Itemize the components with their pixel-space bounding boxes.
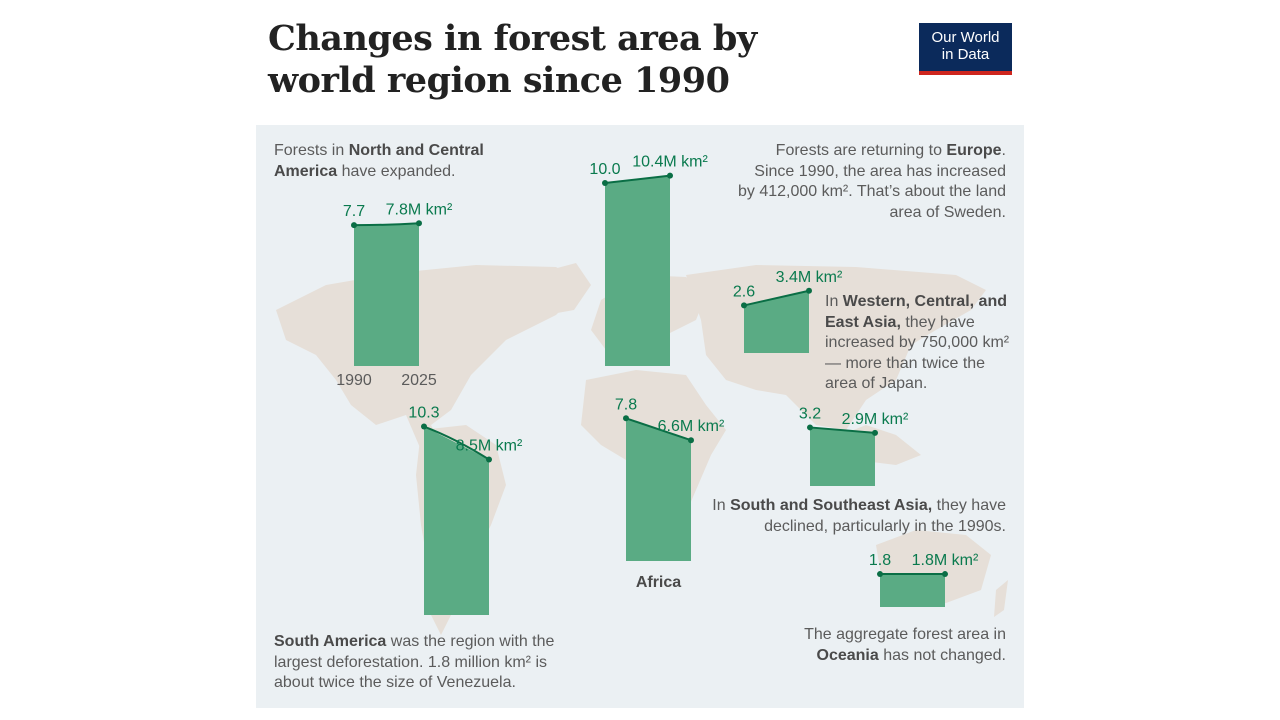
annotation-north-america: Forests in North and Central America hav… (274, 142, 484, 180)
end-point (942, 571, 948, 578)
end-point (688, 437, 694, 444)
x-label-end: 2025 (401, 372, 437, 389)
end-point (667, 172, 673, 179)
end-value-label: 1.8M km² (912, 552, 979, 569)
start-point (807, 424, 813, 431)
trend-line (625, 417, 692, 442)
end-value-label: 8.5M km² (456, 437, 523, 454)
end-point (872, 429, 878, 436)
region-label: Africa (636, 574, 681, 591)
logo-line-1: Our World (931, 29, 1000, 46)
annotation-oceania: The aggregate forest area in Oceania has… (804, 626, 1006, 664)
start-value-label: 7.8 (615, 396, 637, 413)
trend-line (423, 425, 490, 461)
forest-area-bar (605, 175, 670, 366)
forest-area-bar (880, 574, 945, 607)
start-point (421, 423, 427, 430)
forest-area-bar (744, 290, 809, 353)
start-value-label: 7.7 (343, 203, 365, 220)
end-value-label: 3.4M km² (776, 269, 843, 286)
forest-area-bar (626, 418, 691, 561)
start-value-label: 2.6 (733, 283, 755, 300)
annotation-south-asia: In South and Southeast Asia, they have d… (712, 497, 1006, 535)
trend-line (353, 222, 420, 227)
map-greenland (531, 263, 591, 315)
end-point (486, 456, 492, 463)
forest-area-bar (354, 223, 419, 366)
start-value-label: 10.3 (408, 405, 439, 422)
start-value-label: 3.2 (799, 405, 821, 422)
end-value-label: 10.4M km² (632, 154, 708, 171)
forest-area-bar (424, 426, 489, 615)
end-value-label: 7.8M km² (386, 201, 453, 218)
map-new-zealand (994, 580, 1008, 617)
end-point (806, 287, 812, 294)
annotation-europe: Forests are returning to Europe. Since 1… (737, 142, 1006, 221)
x-label-start: 1990 (336, 372, 372, 389)
start-point (351, 222, 357, 229)
map-north-america (276, 265, 586, 425)
forest-area-bar (810, 427, 875, 486)
start-point (741, 302, 747, 309)
end-value-label: 2.9M km² (842, 411, 909, 428)
trend-line (743, 289, 810, 307)
start-value-label: 1.8 (869, 552, 891, 569)
start-value-label: 10.0 (589, 161, 620, 178)
end-value-label: 6.6M km² (658, 418, 725, 435)
logo-line-2: in Data (941, 46, 990, 63)
end-point (416, 220, 422, 227)
chart-title: Changes in forest area by world region s… (268, 18, 757, 101)
annotation-west-asia: In Western, Central, and East Asia, they… (825, 293, 1010, 392)
annotation-south-america: South America was the region with the la… (274, 633, 555, 691)
start-point (877, 571, 883, 578)
trend-line (809, 426, 876, 434)
owid-logo[interactable]: Our World in Data (919, 23, 1012, 75)
start-point (602, 180, 608, 186)
start-point (623, 415, 629, 422)
trend-line (604, 174, 671, 184)
